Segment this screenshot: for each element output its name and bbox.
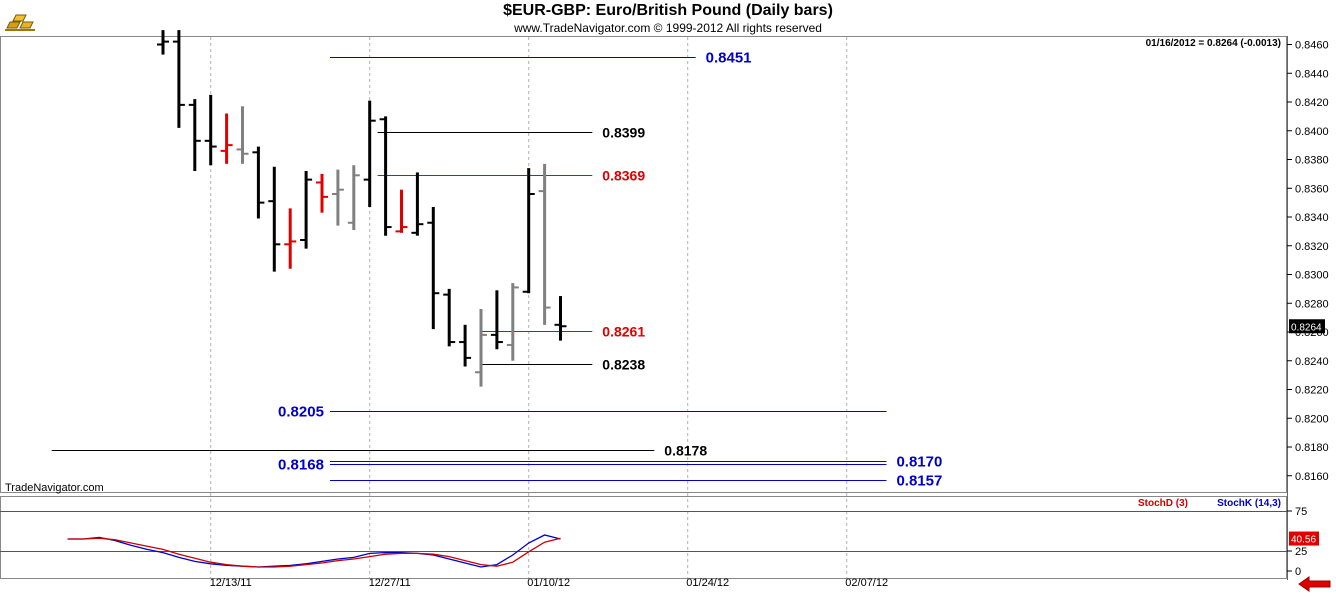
stochd-legend: StochD (3): [1138, 498, 1188, 509]
level-8170-label: 0.8170: [896, 454, 942, 471]
y-tick-label: 0.8360: [1295, 183, 1329, 195]
watermark: TradeNavigator.com: [5, 482, 104, 494]
y-tick-label: 0.8320: [1295, 241, 1329, 253]
x-tick-label: 02/07/12: [845, 577, 888, 589]
y-tick-label: 0.8340: [1295, 212, 1329, 224]
status-text: 01/16/2012 = 0.8264 (-0.0013): [1146, 38, 1281, 49]
y-tick-label: 0.8280: [1295, 298, 1329, 310]
level-8399-label: 0.8399: [602, 125, 645, 141]
x-tick-label: 01/24/12: [686, 577, 729, 589]
level-8205-label: 0.8205: [278, 404, 324, 421]
last-price-label: 0.8264: [1291, 322, 1322, 333]
stoch-last-label: 40.56: [1291, 535, 1316, 546]
stoch-panel-frame: [0, 496, 1287, 579]
x-tick-label: 12/13/11: [210, 577, 252, 589]
x-tick-label: 12/27/11: [369, 577, 411, 589]
x-tick-label: 01/10/12: [527, 577, 570, 589]
stochk-legend: StochK (14,3): [1217, 498, 1281, 509]
y-tick-label: 0.8400: [1295, 126, 1329, 138]
y-tick-label: 0.8180: [1295, 442, 1329, 454]
y-tick-label: 0.8200: [1295, 413, 1329, 425]
stochd-line: [67, 537, 561, 568]
price-panel-frame: [0, 36, 1287, 493]
y-tick-label: 0.8220: [1295, 385, 1329, 397]
stoch-last-box: [1289, 531, 1319, 546]
red-left-arrow-icon[interactable]: [1298, 576, 1332, 597]
y-tick-label: 0.8380: [1295, 155, 1329, 167]
level-8369-label: 0.8369: [602, 168, 645, 184]
chart-title: $EUR-GBP: Euro/British Pound (Daily bars…: [503, 2, 833, 19]
stoch-y-tick-label: 0: [1295, 566, 1301, 578]
level-8178-label: 0.8178: [664, 443, 707, 459]
y-tick-label: 0.8420: [1295, 97, 1329, 109]
gold-bars-icon: [3, 2, 37, 39]
level-8238-label: 0.8238: [602, 357, 645, 373]
y-tick-label: 0.8300: [1295, 270, 1329, 282]
stoch-y-tick-label: 25: [1295, 546, 1307, 558]
copyright-text: www.TradeNavigator.com © 1999-2012 All r…: [514, 21, 822, 35]
level-8157-label: 0.8157: [896, 473, 942, 490]
y-tick-label: 0.8460: [1295, 40, 1329, 52]
last-price-box: [1289, 319, 1325, 334]
y-tick-label: 0.8440: [1295, 68, 1329, 80]
level-8261-label: 0.8261: [602, 324, 645, 340]
y-tick-label: 0.8160: [1295, 471, 1329, 483]
level-8168-label: 0.8168: [278, 457, 324, 474]
y-tick-label: 0.8240: [1295, 356, 1329, 368]
stochk-line: [67, 534, 561, 568]
level-8451-label: 0.8451: [706, 50, 752, 67]
stoch-y-tick-label: 75: [1295, 506, 1307, 518]
